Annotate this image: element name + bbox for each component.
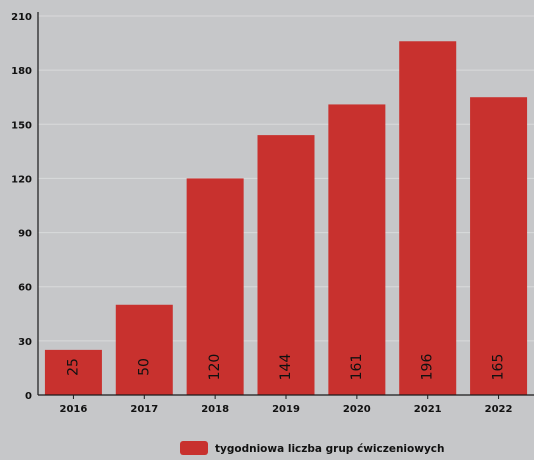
y-tick-label: 150	[11, 120, 32, 131]
y-tick-label: 210	[11, 12, 32, 23]
data-label: 50	[136, 358, 152, 376]
data-label: 25	[65, 358, 81, 376]
x-tick-label: 2017	[130, 404, 158, 415]
legend-swatch[interactable]	[180, 441, 208, 455]
data-label: 120	[207, 354, 223, 381]
data-label: 196	[420, 354, 436, 381]
bars	[44, 41, 528, 396]
data-label: 161	[349, 354, 365, 381]
data-label: 165	[491, 354, 507, 381]
y-tick-label: 60	[18, 283, 32, 294]
x-tick-label: 2019	[272, 404, 300, 415]
x-tick-label: 2016	[60, 404, 88, 415]
x-tick-label: 2020	[343, 404, 371, 415]
y-tick-label: 30	[18, 337, 32, 348]
x-axis: 2016 2017 2018 2019 2020 2021 2022	[38, 394, 534, 415]
y-axis: 0 30 60 90 120 150 180 210	[11, 12, 39, 402]
bar[interactable]	[470, 97, 528, 395]
bar[interactable]	[115, 304, 173, 395]
bar[interactable]	[257, 135, 315, 395]
y-tick-label: 90	[18, 229, 32, 240]
y-tick-label: 0	[25, 391, 32, 402]
data-labels: 25 50 120 144 161 196 165	[65, 354, 506, 381]
y-tick-label: 120	[11, 174, 32, 185]
data-label: 144	[278, 354, 294, 381]
x-tick-label: 2021	[414, 404, 442, 415]
bar[interactable]	[399, 41, 457, 396]
bar[interactable]	[328, 104, 386, 395]
bar[interactable]	[186, 178, 244, 395]
legend-label[interactable]: tygodniowa liczba grup ćwiczeniowych	[215, 443, 444, 455]
x-tick-label: 2018	[201, 404, 229, 415]
legend[interactable]: tygodniowa liczba grup ćwiczeniowych	[180, 441, 444, 455]
x-tick-label: 2022	[485, 404, 513, 415]
bar[interactable]	[44, 349, 102, 395]
y-tick-label: 180	[11, 66, 32, 77]
